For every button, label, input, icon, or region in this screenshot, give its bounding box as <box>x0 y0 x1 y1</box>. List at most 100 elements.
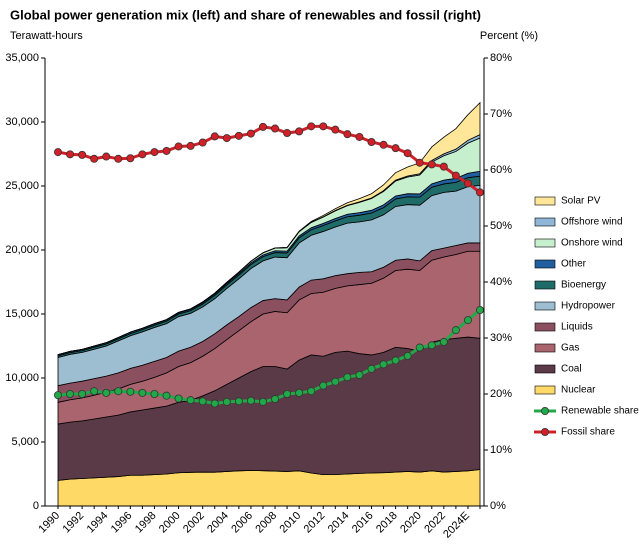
legend-label: Solar PV <box>561 196 601 207</box>
y-tick-label: 10,000 <box>5 372 39 384</box>
marker <box>198 397 207 406</box>
marker <box>90 154 99 163</box>
marker <box>138 150 147 159</box>
legend-swatch <box>534 238 556 248</box>
y-tick-label: 5,000 <box>11 436 39 448</box>
marker <box>66 150 75 159</box>
marker <box>102 152 111 161</box>
marker <box>367 137 376 146</box>
marker <box>331 377 340 386</box>
marker <box>439 162 448 171</box>
legend-swatch <box>534 217 556 227</box>
x-tick-label: 2010 <box>278 510 304 536</box>
marker <box>150 148 159 157</box>
y2-tick-label: 70% <box>490 108 512 120</box>
marker <box>54 391 63 400</box>
marker <box>283 389 292 398</box>
legend-swatch <box>534 196 556 206</box>
x-tick-label: 2016 <box>350 510 376 536</box>
x-tick-label: 1998 <box>133 510 159 536</box>
marker <box>162 146 171 155</box>
marker <box>198 138 207 147</box>
marker <box>78 150 87 159</box>
marker <box>90 387 99 396</box>
y2-tick-label: 50% <box>490 220 512 232</box>
y-tick-label: 15,000 <box>5 308 39 320</box>
legend-label: Other <box>561 259 587 270</box>
y2-tick-label: 20% <box>490 388 512 400</box>
marker <box>222 397 231 406</box>
x-tick-label: 2014 <box>326 510 352 536</box>
marker <box>427 341 436 350</box>
marker <box>102 388 111 397</box>
marker <box>355 132 364 141</box>
marker <box>186 396 195 405</box>
legend-label: Coal <box>561 364 582 375</box>
y2-tick-label: 60% <box>490 164 512 176</box>
marker <box>258 122 267 131</box>
marker <box>439 337 448 346</box>
legend-marker <box>541 406 550 415</box>
y2-tick-label: 80% <box>490 52 512 64</box>
legend-swatch <box>534 301 556 311</box>
marker <box>258 397 267 406</box>
marker <box>271 124 280 133</box>
legend-label: Fossil share <box>561 427 615 438</box>
legend-label: Offshore wind <box>561 217 623 228</box>
marker <box>463 179 472 188</box>
marker <box>379 360 388 369</box>
marker <box>427 160 436 169</box>
marker <box>403 149 412 158</box>
marker <box>210 132 219 141</box>
marker <box>403 351 412 360</box>
x-tick-label: 1996 <box>109 510 135 536</box>
marker <box>367 364 376 373</box>
x-tick-label: 2002 <box>181 510 207 536</box>
x-tick-label: 2012 <box>302 510 328 536</box>
x-tick-label: 1992 <box>60 510 86 536</box>
y-tick-label: 35,000 <box>5 52 39 64</box>
marker <box>295 127 304 136</box>
y-tick-label: 0 <box>33 500 39 512</box>
marker <box>475 188 484 197</box>
marker <box>246 396 255 405</box>
legend-swatch <box>534 364 556 374</box>
marker <box>475 305 484 314</box>
marker <box>331 125 340 134</box>
marker <box>343 373 352 382</box>
y2-tick-label: 10% <box>490 444 512 456</box>
legend-swatch <box>534 385 556 395</box>
marker <box>379 140 388 149</box>
legend-label: Onshore wind <box>561 238 623 249</box>
legend-label: Hydropower <box>561 301 616 312</box>
marker <box>222 134 231 143</box>
legend-marker <box>541 427 550 436</box>
y2-tick-label: 30% <box>490 332 512 344</box>
chart-title: Global power generation mix (left) and s… <box>10 7 481 22</box>
marker <box>150 389 159 398</box>
x-tick-label: 2018 <box>374 510 400 536</box>
marker <box>78 389 87 398</box>
marker <box>343 130 352 139</box>
y-tick-label: 20,000 <box>5 244 39 256</box>
marker <box>138 388 147 397</box>
x-tick-label: 1990 <box>36 510 62 536</box>
marker <box>307 387 316 396</box>
legend-label: Nuclear <box>561 385 596 396</box>
marker <box>114 387 123 396</box>
marker <box>463 316 472 325</box>
marker <box>66 389 75 398</box>
area <box>57 101 481 356</box>
x-tick-label: 2008 <box>253 510 279 536</box>
x-tick-label: 2006 <box>229 510 255 536</box>
marker <box>451 171 460 180</box>
x-tick-label: 1994 <box>85 510 111 536</box>
y-tick-label: 25,000 <box>5 180 39 192</box>
marker <box>391 356 400 365</box>
marker <box>415 158 424 167</box>
marker <box>174 142 183 151</box>
marker <box>319 122 328 131</box>
x-tick-label: 2000 <box>157 510 183 536</box>
marker <box>295 388 304 397</box>
